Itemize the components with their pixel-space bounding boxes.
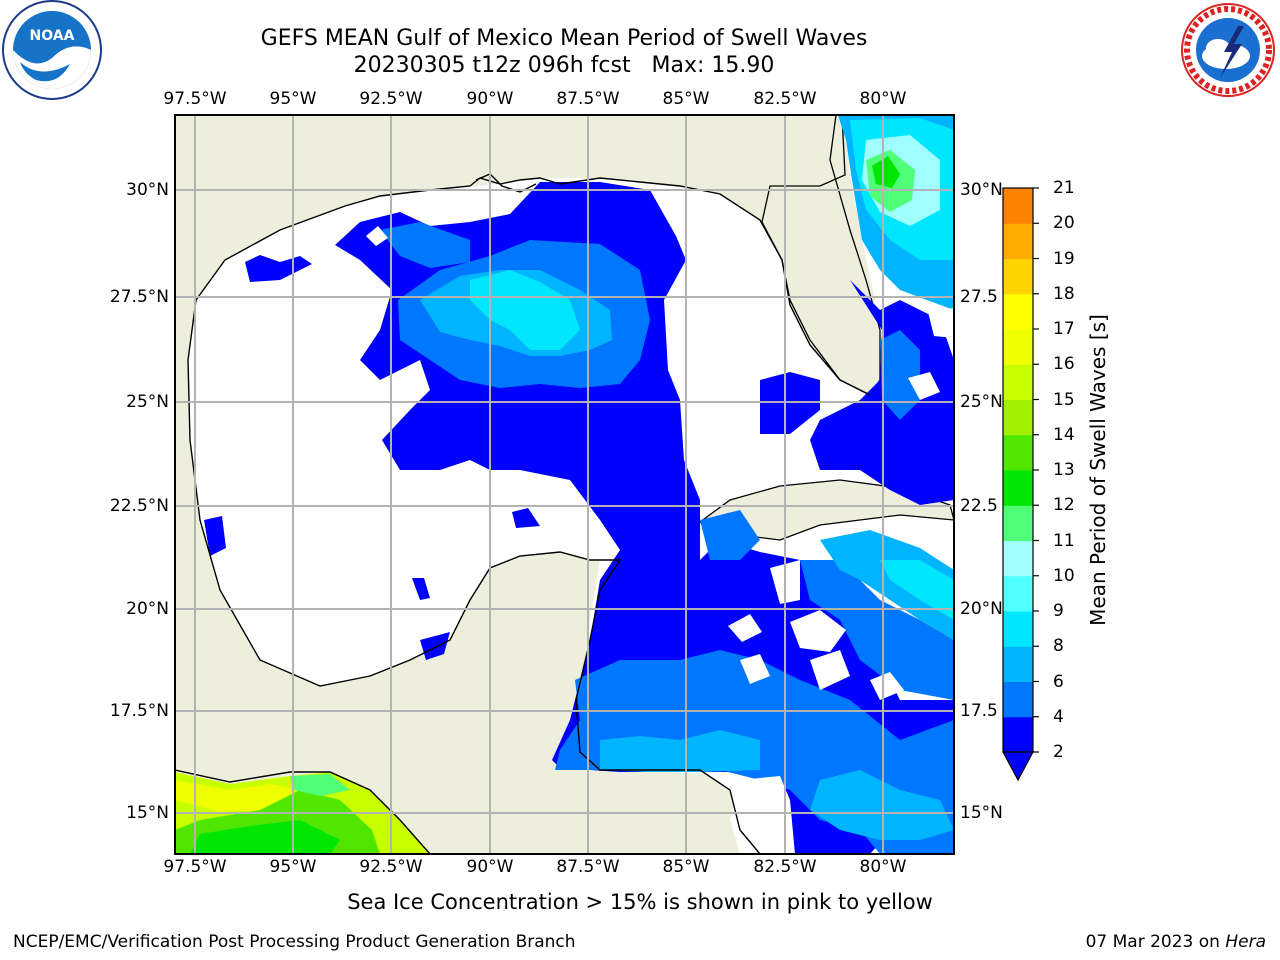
colorbar-tick-label: 6	[1053, 671, 1064, 692]
lon-tick-top: 82.5°W	[753, 89, 817, 109]
map-subtitle: 20230305 t12z 096h fcst Max: 15.90	[353, 53, 775, 78]
lon-tick-top: 85°W	[662, 89, 710, 109]
sea-ice-note: Sea Ice Concentration > 15% is shown in …	[347, 890, 933, 914]
lat-tick-right: 22.5	[960, 496, 998, 516]
colorbar-tick-label: 13	[1053, 460, 1075, 480]
footer-credit: NCEP/EMC/Verification Post Processing Pr…	[13, 932, 576, 952]
map-title: GEFS MEAN Gulf of Mexico Mean Period of …	[260, 26, 868, 51]
lat-tick-left: 20°N	[126, 599, 169, 619]
colorbar-band	[1003, 293, 1033, 330]
lon-tick-bottom: 82.5°W	[753, 857, 817, 877]
colorbar-tick-label: 21	[1053, 178, 1075, 198]
colorbar-band	[1003, 223, 1033, 259]
noaa-logo: NOAA	[2, 0, 102, 100]
lat-tick-right: 30°N	[960, 180, 1003, 200]
lat-tick-left: 22.5°N	[109, 496, 169, 516]
colorbar-band	[1003, 434, 1033, 471]
colorbar-band	[1003, 611, 1033, 647]
footer-date-text: 07 Mar 2023 on	[1085, 932, 1226, 952]
colorbar-extend-triangle	[1001, 751, 1035, 782]
footer-host: Hera	[1225, 932, 1266, 952]
colorbar-band	[1003, 329, 1033, 365]
colorbar-tick-label: 18	[1053, 283, 1075, 304]
nws-logo	[1181, 3, 1275, 97]
lon-tick-bottom: 90°W	[466, 857, 514, 877]
coastlines	[175, 173, 871, 854]
svg-text:NOAA: NOAA	[30, 28, 75, 44]
colorbar-bands	[1003, 188, 1033, 753]
colorbar-band	[1003, 716, 1033, 753]
colorbar-tick-label: 15	[1053, 389, 1075, 410]
colorbar-label: Mean Period of Swell Waves [s]	[1086, 314, 1110, 626]
lat-tick-left: 30°N	[126, 180, 169, 200]
colorbar-band	[1003, 575, 1033, 612]
colorbar-band	[1003, 505, 1033, 541]
colorbar-tick-label: 12	[1053, 495, 1075, 516]
lat-tick-left: 17.5°N	[109, 701, 169, 721]
colorbar-band	[1003, 681, 1033, 718]
colorbar-tick-label: 17	[1053, 319, 1075, 339]
lat-tick-left: 27.5°N	[109, 287, 169, 307]
lat-tick-right: 25°N	[960, 392, 1003, 412]
lat-tick-right: 27.5	[960, 287, 998, 307]
colorbar-tick-label: 10	[1053, 565, 1075, 586]
colorbar-band	[1003, 540, 1033, 577]
colorbar-band	[1003, 364, 1033, 400]
colorbar-tick-label: 16	[1053, 354, 1075, 375]
calm-patches	[366, 226, 954, 854]
colorbar-band	[1003, 470, 1033, 506]
colorbar-tick-label: 11	[1053, 530, 1075, 551]
colorbar-tick-label: 20	[1053, 213, 1075, 234]
lat-tick-left: 15°N	[126, 803, 169, 823]
footer-date: 07 Mar 2023 on Hera	[1086, 932, 1266, 952]
colorbar-tick-label: 2	[1053, 742, 1064, 762]
lon-tick-top: 80°W	[859, 89, 907, 109]
lon-tick-bottom: 92.5°W	[359, 857, 423, 877]
lon-tick-top: 92.5°W	[359, 89, 423, 109]
colorbar-band	[1003, 188, 1033, 224]
colorbar-band	[1003, 258, 1033, 295]
lat-tick-right: 15°N	[960, 803, 1003, 823]
lon-tick-top: 97.5°W	[163, 89, 227, 109]
lon-tick-top: 95°W	[269, 89, 317, 109]
lon-tick-bottom: 97.5°W	[163, 857, 227, 877]
colorbar-tick-label: 9	[1053, 601, 1064, 621]
lon-tick-bottom: 80°W	[859, 857, 907, 877]
colorbar-tick-label: 8	[1053, 636, 1064, 657]
map-frame	[174, 114, 955, 855]
colorbar-tick-label: 4	[1053, 706, 1064, 727]
lat-tick-left: 25°N	[126, 392, 169, 412]
graticule	[175, 115, 954, 854]
lon-tick-bottom: 95°W	[269, 857, 317, 877]
colorbar-band	[1003, 399, 1033, 436]
lon-tick-bottom: 87.5°W	[556, 857, 620, 877]
lon-tick-top: 90°W	[466, 89, 514, 109]
colorbar-tick-label: 14	[1053, 424, 1075, 445]
colorbar-tick-label: 19	[1053, 248, 1075, 269]
lat-tick-right: 20°N	[960, 599, 1003, 619]
lon-tick-top: 87.5°W	[556, 89, 620, 109]
colorbar-band	[1003, 646, 1033, 682]
lat-tick-right: 17.5	[960, 701, 998, 721]
lon-tick-bottom: 85°W	[662, 857, 710, 877]
